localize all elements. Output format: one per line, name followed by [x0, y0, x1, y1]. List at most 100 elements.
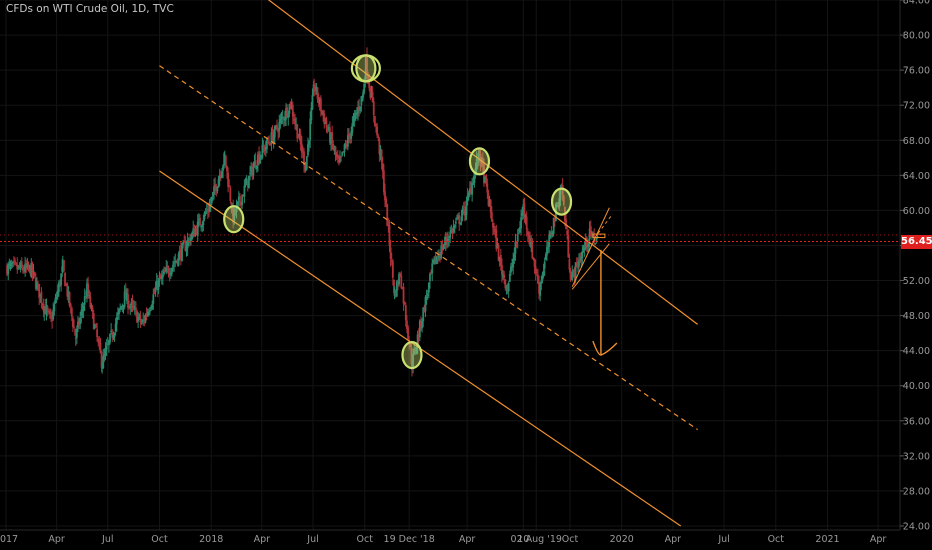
candle-body	[340, 156, 343, 158]
candle-body	[91, 307, 94, 312]
candle-body	[300, 143, 303, 153]
candle-body	[558, 198, 561, 208]
candle-body	[222, 165, 224, 171]
candle-body	[48, 311, 51, 314]
candle-body	[566, 230, 569, 235]
candle-body	[270, 132, 273, 145]
candle-body	[570, 277, 573, 279]
candle-body	[193, 228, 196, 237]
candle-body	[291, 104, 294, 117]
candle-body	[97, 338, 100, 341]
candle-body	[344, 144, 347, 147]
candle-body	[380, 149, 383, 163]
pivot-highlight-circle	[401, 340, 423, 370]
candle-body	[161, 274, 164, 278]
candle-body	[426, 293, 429, 296]
candle-body	[553, 219, 556, 221]
candle-body	[100, 352, 103, 368]
candle-body	[559, 188, 562, 200]
candle-body	[227, 173, 230, 187]
candle-body	[528, 233, 530, 240]
candle-body	[38, 283, 41, 298]
candle-body	[36, 282, 38, 289]
candle-body	[503, 274, 506, 279]
candle-body	[81, 309, 84, 311]
candle-body	[16, 264, 19, 270]
candle-body	[571, 271, 574, 281]
time-axis-label: 2020	[610, 534, 634, 545]
candle-body	[443, 243, 446, 245]
candle-body	[234, 209, 237, 213]
candle-body	[260, 155, 263, 157]
candle-body	[272, 135, 275, 144]
candle-body	[98, 340, 101, 344]
time-axis-label: Oct	[151, 534, 168, 545]
candle-body	[10, 265, 13, 267]
candle-body	[14, 260, 16, 263]
candle-body	[409, 343, 412, 347]
candle-body	[355, 112, 358, 114]
candle-body	[343, 144, 346, 153]
candle-body	[124, 289, 127, 300]
candle-body	[348, 133, 350, 137]
candle-body	[588, 228, 591, 240]
candle-body	[522, 204, 525, 214]
candle-body	[505, 286, 508, 289]
candle-body	[542, 270, 545, 276]
candle-body	[435, 258, 438, 264]
candle-body	[579, 259, 582, 263]
candle-body	[43, 306, 46, 314]
candle-body	[532, 257, 535, 260]
candle-body	[523, 203, 526, 216]
candle-body	[576, 262, 579, 269]
price-axis-label: 60.00	[903, 206, 930, 217]
candle-body	[391, 261, 394, 278]
candle-body	[118, 308, 120, 315]
candle-body	[32, 271, 35, 273]
candle-body	[152, 294, 155, 304]
candle-body	[442, 247, 445, 249]
candle-body	[441, 244, 444, 251]
candle-body	[182, 242, 185, 245]
candle-body	[381, 163, 384, 172]
candle-body	[548, 235, 551, 247]
pivot-highlight-circle	[468, 147, 491, 176]
candle-body	[253, 161, 256, 168]
candle-body	[427, 282, 430, 293]
candle-body	[501, 265, 503, 275]
candle-body	[57, 282, 60, 293]
pivot-highlight-circle-outer	[350, 54, 381, 83]
candle-body	[463, 208, 466, 216]
candle-body	[114, 323, 117, 332]
candle-body	[470, 188, 472, 193]
candle-body	[271, 131, 274, 143]
candle-body	[34, 278, 37, 289]
candle-body	[184, 242, 187, 251]
candle-body	[144, 314, 147, 323]
candle-body	[310, 107, 313, 121]
candle-body	[524, 215, 527, 218]
candle-body	[328, 127, 331, 143]
candle-body	[153, 292, 156, 294]
candle-body	[369, 87, 372, 98]
candle-body	[88, 295, 91, 297]
candle-body	[395, 281, 398, 297]
candle-body	[215, 186, 218, 191]
candle-body	[312, 84, 315, 96]
candle-body	[418, 320, 421, 338]
candle-body	[421, 320, 424, 329]
candle-body	[262, 146, 265, 148]
candle-body	[569, 270, 572, 280]
candle-body	[134, 307, 137, 310]
candle-body	[250, 166, 253, 172]
price-axis-label: 84.00	[903, 0, 930, 7]
candle-body	[309, 118, 312, 141]
candle-body	[28, 265, 31, 267]
candle-body	[173, 263, 176, 265]
candle-body	[488, 200, 491, 207]
time-axis-label: Oct	[768, 534, 785, 545]
candle-body	[226, 165, 228, 172]
candle-body	[367, 76, 370, 82]
candle-body	[534, 266, 537, 274]
